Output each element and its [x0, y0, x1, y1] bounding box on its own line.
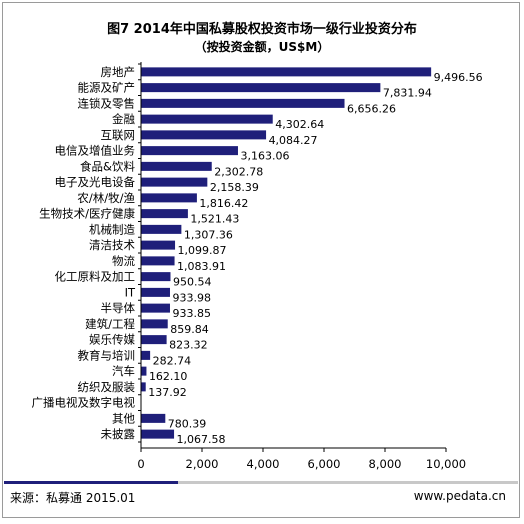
bar — [141, 429, 175, 439]
data-label: 162.10 — [149, 370, 188, 383]
bar — [141, 319, 168, 329]
data-label: 950.54 — [173, 276, 212, 289]
category-label: 汽车 — [112, 364, 135, 378]
bar — [141, 272, 171, 282]
chart-subtitle: （按投资金额，US$M） — [194, 40, 330, 54]
bar — [141, 382, 146, 392]
x-tick-label: 6,000 — [308, 457, 341, 471]
bar — [141, 130, 267, 140]
data-label: 933.98 — [172, 291, 211, 304]
data-label: 3,163.06 — [240, 150, 289, 163]
bar — [141, 335, 167, 345]
bar — [141, 161, 212, 171]
source-note: 来源：私募通 2015.01 — [10, 491, 136, 505]
category-label: 未披露 — [101, 427, 136, 441]
category-label: 互联网 — [101, 128, 136, 142]
category-label: 机械制造 — [89, 222, 135, 236]
category-label: 娱乐传媒 — [89, 333, 135, 347]
category-label: 金融 — [112, 112, 135, 126]
category-label: IT — [125, 285, 136, 299]
x-tick-label: 2,000 — [186, 457, 219, 471]
data-label: 933.85 — [172, 307, 211, 320]
bar — [141, 193, 197, 203]
data-label: 4,302.64 — [275, 118, 324, 131]
chart-title: 图7 2014年中国私募股权投资市场一级行业投资分布 — [107, 22, 417, 37]
website-label: www.pedata.cn — [413, 489, 506, 503]
category-label: 能源及矿产 — [78, 81, 136, 95]
category-label: 纺织及服装 — [78, 380, 136, 394]
data-label: 2,302.78 — [214, 165, 263, 178]
data-label: 823.32 — [169, 339, 208, 352]
data-label: 6,656.26 — [347, 102, 396, 115]
data-label: 1,307.36 — [184, 228, 233, 241]
footer-divider — [4, 481, 518, 484]
bar — [141, 67, 432, 77]
category-label: 半导体 — [101, 301, 136, 315]
data-label: 859.84 — [170, 323, 209, 336]
data-label: 780.39 — [168, 417, 207, 430]
category-label: 连锁及零售 — [78, 96, 136, 110]
category-label: 生物技术/医疗健康 — [39, 207, 135, 221]
data-label: 1,083.91 — [177, 260, 226, 273]
category-label: 广播电视及数字电视 — [32, 396, 136, 410]
category-label: 电信及增值业务 — [55, 144, 136, 158]
category-label: 清洁技术 — [89, 238, 135, 252]
bar — [141, 224, 182, 234]
data-label: 282.74 — [153, 354, 192, 367]
bar — [141, 303, 170, 313]
bar — [141, 366, 147, 376]
data-label: 9,496.56 — [434, 71, 483, 84]
data-label: 2,158.39 — [210, 181, 259, 194]
category-label: 食品&饮料 — [80, 159, 135, 173]
category-label: 房地产 — [101, 65, 136, 79]
bar — [141, 146, 238, 156]
data-label: 1,521.43 — [190, 213, 239, 226]
category-label: 教育与培训 — [78, 348, 136, 362]
bar — [141, 413, 166, 423]
bar — [141, 240, 176, 250]
bar-chart: 房地产 9,496.56 能源及矿产 7,831.94 连锁及零售 6,656.26 金融 4… — [32, 62, 483, 471]
data-label: 7,831.94 — [383, 87, 432, 100]
x-tick-label: 8,000 — [369, 457, 402, 471]
x-tick-label: 4,000 — [247, 457, 280, 471]
data-label: 4,084.27 — [269, 134, 318, 147]
bar — [141, 209, 188, 219]
bar — [141, 98, 345, 108]
category-label: 化工原料及加工 — [55, 270, 136, 284]
bar — [141, 256, 175, 266]
bar — [141, 114, 273, 124]
category-label: 农/林/牧/渔 — [77, 191, 135, 205]
chart-frame — [2, 2, 520, 518]
x-tick-label: 0 — [137, 457, 144, 471]
data-label: 1,067.58 — [177, 433, 226, 446]
footer-divider-accent — [4, 481, 178, 484]
x-tick-label: 10,000 — [426, 457, 466, 471]
data-label: 1,816.42 — [199, 197, 248, 210]
data-label: 137.92 — [148, 386, 187, 399]
category-label: 建筑/工程 — [85, 317, 135, 331]
category-label: 物流 — [112, 254, 135, 268]
category-label: 电子及光电设备 — [55, 175, 136, 189]
bar — [141, 177, 208, 187]
bar — [141, 287, 170, 297]
bar — [141, 350, 151, 360]
bar — [141, 83, 381, 93]
data-label: 1,099.87 — [178, 244, 227, 257]
category-label: 其他 — [112, 411, 135, 425]
